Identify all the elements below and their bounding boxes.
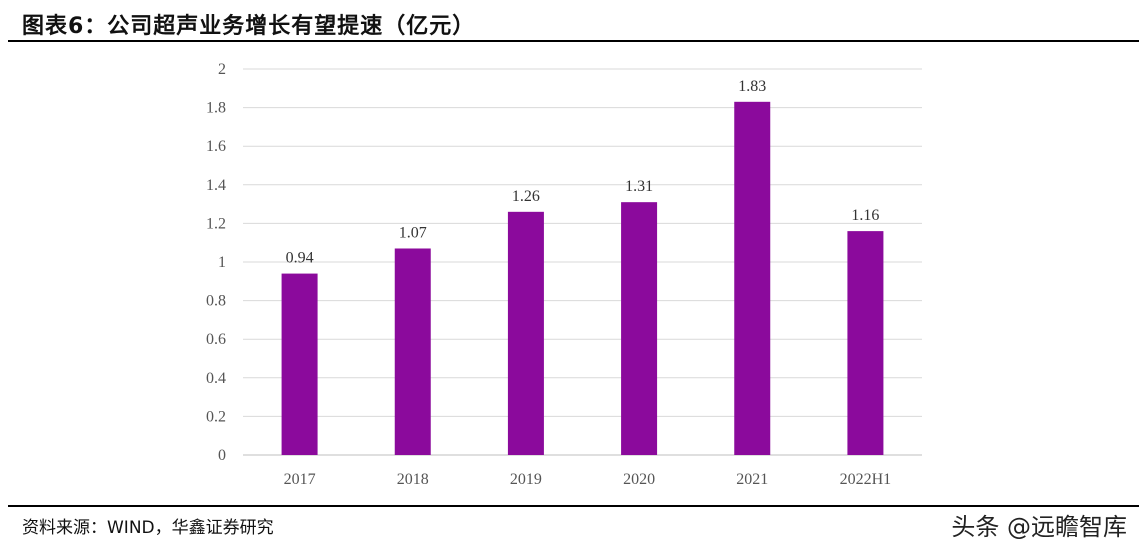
data-label: 1.07 [399,224,427,241]
data-label: 1.26 [512,188,540,205]
x-tick-label: 2020 [623,471,655,488]
y-tick-label: 1.4 [206,177,226,194]
y-tick-label: 0.8 [206,293,226,310]
watermark: 头条 @远瞻智库 [951,513,1127,541]
chart-title: 图表6：公司超声业务增长有望提速（亿元） [22,14,476,39]
x-tick-label: 2019 [510,471,542,488]
y-tick-label: 1.6 [206,138,226,155]
source-note: 资料来源：WIND，华鑫证券研究 [22,518,274,538]
data-label: 1.31 [625,178,653,195]
bar [847,231,884,455]
data-label: 0.94 [286,250,314,267]
data-label: 1.83 [738,78,766,95]
bar [621,202,658,455]
top-divider [8,40,1139,42]
y-tick-label: 1 [218,254,226,271]
y-tick-label: 0.6 [206,331,226,348]
bottom-divider [8,505,1139,507]
x-tick-label: 2021 [736,471,768,488]
bar [394,248,431,455]
y-tick-label: 0.4 [206,370,226,387]
bar [734,101,771,455]
bar [507,211,544,455]
y-tick-label: 1.2 [206,215,226,232]
y-tick-label: 0.2 [206,408,226,425]
x-tick-label: 2017 [284,471,316,488]
data-label: 1.16 [851,207,879,224]
bar [281,273,318,455]
y-tick-label: 1.8 [206,100,226,117]
y-tick-label: 2 [218,61,226,78]
y-tick-label: 0 [218,447,226,464]
x-tick-label: 2018 [397,471,429,488]
x-tick-label: 2022H1 [840,471,892,488]
